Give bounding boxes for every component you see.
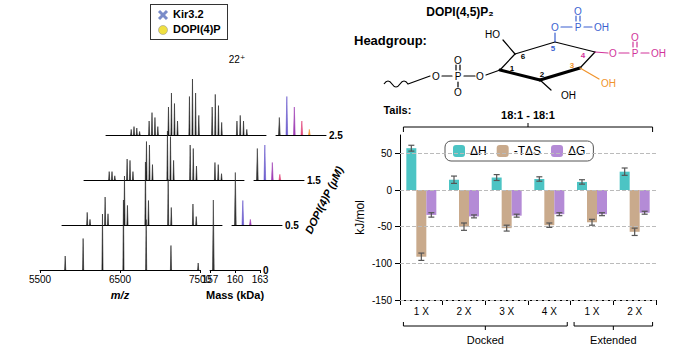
svg-text:-50: -50: [378, 221, 393, 232]
svg-text:Tails:: Tails:: [383, 104, 411, 116]
html-text:Kir3.2: Kir3.2: [173, 8, 204, 20]
svg-text:OH: OH: [561, 90, 576, 101]
svg-text:160: 160: [227, 274, 244, 285]
svg-text:-150: -150: [372, 295, 392, 306]
svg-text:P: P: [455, 71, 462, 82]
svg-text:ΔH: ΔH: [470, 144, 487, 158]
svg-text:DOPI(4)P (μM): DOPI(4)P (μM): [303, 164, 346, 235]
svg-text:157: 157: [202, 274, 219, 285]
svg-text:Docked: Docked: [467, 334, 504, 346]
svg-text:OH: OH: [601, 78, 616, 89]
svg-text:2: 2: [540, 70, 545, 79]
svg-text:50: 50: [381, 148, 393, 159]
svg-text:0: 0: [263, 265, 269, 276]
svg-text:7500: 7500: [188, 273, 212, 285]
svg-text:m/z: m/z: [111, 289, 130, 301]
svg-text:DOPI(4,5)P₂: DOPI(4,5)P₂: [426, 5, 493, 19]
svg-text:O: O: [454, 55, 462, 66]
svg-text:HO: HO: [485, 29, 500, 40]
svg-text:2 X: 2 X: [456, 306, 471, 317]
svg-text:O: O: [551, 22, 559, 33]
html-text:DOPI(4)P: DOPI(4)P: [173, 23, 221, 35]
svg-text:6500: 6500: [109, 274, 132, 285]
svg-text:Extended: Extended: [590, 334, 636, 346]
svg-text:4: 4: [581, 51, 586, 60]
svg-text:3: 3: [570, 61, 575, 70]
svg-text:O: O: [432, 71, 440, 82]
svg-text:O: O: [631, 32, 639, 43]
svg-text:Headgroup:: Headgroup:: [354, 33, 427, 48]
svg-text:O: O: [609, 48, 617, 59]
svg-text:2.5: 2.5: [329, 130, 343, 141]
svg-text:1.5: 1.5: [307, 175, 321, 186]
svg-text:OH: OH: [594, 22, 609, 33]
svg-text:6: 6: [521, 52, 526, 61]
svg-text:4 X: 4 X: [542, 306, 557, 317]
svg-text:1 X: 1 X: [584, 306, 599, 317]
svg-text:3 X: 3 X: [499, 306, 514, 317]
svg-text:22⁺: 22⁺: [229, 54, 245, 65]
svg-text:18:1 - 18:1: 18:1 - 18:1: [501, 109, 555, 121]
svg-text:-100: -100: [372, 258, 392, 269]
svg-text:Mass (kDa): Mass (kDa): [206, 289, 264, 301]
svg-text:P: P: [632, 48, 639, 59]
svg-text:O: O: [574, 6, 582, 17]
svg-text:O: O: [476, 71, 484, 82]
svg-text:-TΔS: -TΔS: [514, 144, 541, 158]
svg-text:1 X: 1 X: [414, 306, 429, 317]
svg-text:5500: 5500: [29, 274, 52, 285]
svg-text:P: P: [575, 22, 582, 33]
svg-text:163: 163: [251, 273, 269, 285]
svg-text:1: 1: [510, 64, 515, 73]
svg-text:ΔG: ΔG: [568, 144, 585, 158]
svg-text:kJ/mol: kJ/mol: [353, 200, 367, 235]
svg-text:5: 5: [551, 44, 556, 53]
svg-text:OH: OH: [651, 48, 666, 59]
svg-text:0: 0: [386, 185, 392, 196]
svg-text:O: O: [454, 87, 462, 98]
svg-text:0.5: 0.5: [285, 220, 299, 231]
svg-text:2 X: 2 X: [627, 306, 642, 317]
